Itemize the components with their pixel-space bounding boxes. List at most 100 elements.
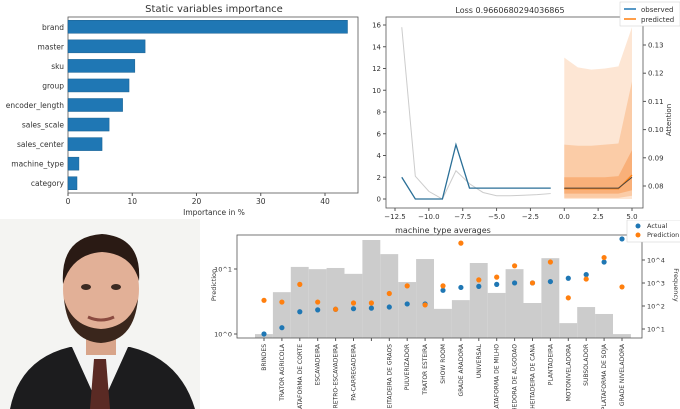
actual-point: [368, 305, 374, 311]
prediction-point: [350, 300, 357, 306]
legend-observed-label: observed: [641, 6, 673, 14]
bar-master: [67, 39, 146, 54]
frequency-bar: [577, 307, 596, 338]
y-tick-label: 10: [372, 87, 381, 95]
actual-point: [297, 309, 303, 315]
x-tick-label: SHOW ROOM: [440, 344, 447, 384]
attention-line: [401, 27, 551, 200]
prediction-point: [315, 299, 321, 305]
x-tick-label: TRATOR AGRICOLA: [279, 343, 286, 402]
frequency-bar: [613, 334, 631, 338]
y-tick-label: master: [38, 42, 65, 51]
y-tick-label: machine_type: [11, 160, 64, 169]
chart-title: Loss 0.9660680294036865: [455, 6, 564, 15]
actual-point: [476, 283, 482, 289]
y2-tick-label: 0.09: [648, 154, 664, 162]
frequency-bar: [326, 267, 345, 338]
prediction-point: [440, 283, 446, 289]
actual-point: [440, 287, 446, 293]
x-tick-label: UNIVERSAL: [476, 343, 483, 378]
y2-tick-label: 10^1: [647, 326, 665, 334]
x-tick-label: PLATAFORMA DE SOJA: [601, 343, 608, 409]
y-tick-label: 0: [377, 196, 381, 204]
x-tick-label: PLANTADEIRA: [547, 343, 554, 385]
y-tick-label: group: [42, 81, 64, 90]
chart-title: machine_type averages: [395, 226, 491, 235]
frequency-bar: [416, 259, 434, 338]
bar-sales_scale: [67, 117, 110, 132]
prediction-point: [297, 281, 303, 287]
y2-tick-label: 0.08: [648, 183, 664, 191]
actual-point: [404, 301, 410, 307]
y-tick-label: encoder_length: [6, 101, 64, 110]
x-tick-label: PLATAFORMA DE MILHO: [494, 344, 501, 409]
legend: observed predicted: [619, 1, 680, 27]
actual-point: [458, 284, 464, 291]
prediction-point: [404, 283, 410, 289]
x-tick-label: −2.5: [522, 213, 539, 220]
prediction-point: [583, 276, 589, 282]
legend-actual-swatch: [635, 223, 641, 229]
y2-tick-label: 0.10: [648, 126, 664, 134]
x-tick-label: MOTONIVELADORA: [565, 343, 572, 401]
y2-tick-label: 0.13: [648, 42, 664, 50]
y2-tick-label: 10^3: [647, 280, 665, 288]
x-tick-label: COLHEDORA DE ALGODAO: [512, 344, 519, 409]
frequency-bar: [595, 313, 613, 338]
legend-predicted-label: predicted: [641, 16, 674, 24]
actual-point: [315, 307, 321, 313]
observed-line-future: [564, 176, 633, 189]
x-tick-label: 20: [192, 197, 202, 206]
y-tick-label: brand: [42, 23, 64, 32]
frequency-bar: [523, 303, 542, 338]
actual-point: [261, 331, 267, 337]
loss-prediction-chart: Loss 0.9660680294036865 Attention −12.5 −…: [372, 1, 680, 220]
y-tick-label: sku: [51, 62, 64, 71]
y2-tick-label: 0.11: [648, 98, 664, 106]
prediction-point: [512, 263, 518, 269]
actual-point: [386, 304, 392, 310]
prediction-point: [547, 259, 553, 265]
frequency-bar: [541, 258, 560, 338]
frequency-bar: [487, 292, 506, 338]
prediction-point: [494, 274, 500, 280]
x-tick-label: RETRO-ESCAVADEIRA: [333, 343, 340, 408]
legend-prediction-label: Prediction: [647, 231, 679, 239]
y-tick-label: 10^1: [214, 266, 232, 274]
x-tick-label: BRINDES: [261, 344, 268, 371]
prediction-point: [619, 284, 625, 290]
frequency-bar: [451, 300, 470, 338]
x-tick-label: PLATAFORMA DE CORTE: [297, 344, 304, 409]
y2-tick-label: 0.12: [648, 70, 664, 78]
frequency-bar: [272, 292, 291, 338]
quantile-band-2: [564, 150, 632, 194]
x-tick-label: 0.0: [559, 213, 570, 220]
x-tick-label: 5.0: [626, 213, 637, 220]
prediction-point: [279, 299, 285, 305]
legend-actual-label: Actual: [647, 222, 668, 230]
y-tick-label: 2: [377, 174, 381, 182]
y-tick-label: sales_scale: [22, 121, 65, 130]
legend-prediction-swatch: [635, 232, 641, 238]
actual-point: [547, 278, 553, 285]
bar-sales_center: [67, 137, 103, 151]
y-tick-label: 4: [377, 152, 382, 160]
y-tick-label: 10^0: [214, 331, 232, 339]
x-tick-label: 0: [66, 197, 71, 206]
y-tick-label: 14: [372, 43, 381, 51]
actual-point: [494, 281, 500, 287]
frequency-bar: [398, 282, 417, 338]
bar-category: [67, 176, 78, 190]
prediction-point: [601, 254, 607, 261]
static-variables-importance-chart: Static variables importance Importance i…: [6, 4, 359, 217]
prediction-point: [529, 280, 536, 286]
prediction-point: [422, 302, 428, 308]
bar-sku: [67, 59, 136, 73]
bar-brand: [67, 20, 348, 34]
x-tick-label: GRADE NIVELADORA: [619, 343, 626, 406]
x-tick-label: 2.5: [593, 213, 604, 220]
prediction-point: [261, 297, 267, 303]
frequency-bar: [344, 273, 363, 338]
x-tick-label: SUBSOLADOR: [583, 344, 590, 386]
actual-point: [619, 236, 625, 242]
